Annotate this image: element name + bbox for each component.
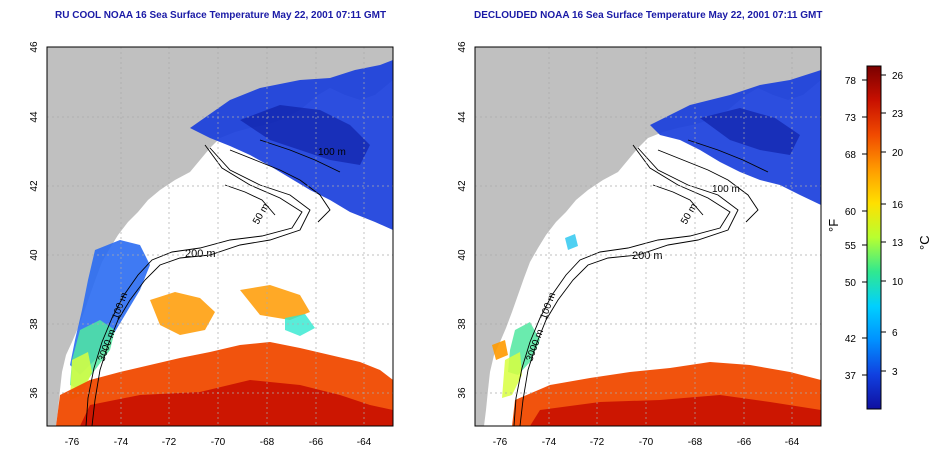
left-y-tick-label: 44 <box>29 111 40 123</box>
left-x-tick-label: -66 <box>309 437 324 448</box>
fahrenheit-tick-label: 60 <box>845 207 857 218</box>
left-grid-lines <box>47 47 393 426</box>
fahrenheit-tick-label: 68 <box>845 150 857 161</box>
right-land-mass <box>475 47 821 426</box>
right-y-tick-label: 46 <box>457 41 468 53</box>
left-scattered-warm-patches <box>150 285 310 335</box>
fahrenheit-tick-label: 42 <box>845 334 857 345</box>
right-map-frame <box>474 46 822 427</box>
celsius-tick-label: 20 <box>892 148 904 159</box>
left-y-tick-label: 38 <box>29 318 40 330</box>
left-y-tick-label: 46 <box>29 41 40 53</box>
right-y-tick-label: 36 <box>457 387 468 399</box>
right-y-tick-label: 40 <box>457 249 468 261</box>
right-grid-lines <box>475 47 821 426</box>
celsius-tick-label: 3 <box>892 367 898 378</box>
right-map-panel: 200 m 50 m 100 m 100 m 3000 m <box>475 47 821 426</box>
left-y-tick-label: 36 <box>29 387 40 399</box>
left-x-tick-label: -64 <box>357 437 372 448</box>
left-cold-water-core <box>240 105 370 165</box>
fahrenheit-tick-label: 55 <box>845 241 857 252</box>
celsius-tick-label: 13 <box>892 238 904 249</box>
left-cyan-patch <box>285 314 315 336</box>
right-x-tick-label: -70 <box>639 437 654 448</box>
right-cyan-fragment <box>565 234 578 250</box>
left-land-mass <box>47 47 393 426</box>
left-x-tick-label: -72 <box>162 437 177 448</box>
fahrenheit-tick-label: 73 <box>845 113 857 124</box>
left-hot-core <box>80 380 393 426</box>
celsius-tick-label: 16 <box>892 200 904 211</box>
celsius-tick-label: 26 <box>892 71 904 82</box>
left-x-tick-label: -70 <box>211 437 226 448</box>
fahrenheit-tick-label: 37 <box>845 371 857 382</box>
celsius-tick-label: 23 <box>892 109 904 120</box>
right-x-tick-label: -64 <box>785 437 800 448</box>
right-x-tick-label: -66 <box>737 437 752 448</box>
fahrenheit-tick-label: 78 <box>845 76 857 87</box>
axis-tick-labels: -76 -74 -72 -70 -68 -66 -64 46 44 42 40 38 36 -76 -74 -… <box>29 41 800 448</box>
right-y-tick-label: 42 <box>457 180 468 192</box>
left-bathymetry-contours <box>85 139 341 426</box>
right-coastal-orange-spot <box>492 340 508 360</box>
left-map-frame <box>46 46 394 427</box>
colorbar <box>866 65 882 410</box>
right-contour-label-100m-a: 100 m <box>712 184 740 195</box>
celsius-tick-label: 6 <box>892 328 898 339</box>
right-bathymetry-contours <box>513 139 769 426</box>
left-x-tick-label: -68 <box>260 437 275 448</box>
right-x-tick-label: -68 <box>688 437 703 448</box>
fahrenheit-tick-label: 50 <box>845 278 857 289</box>
right-cold-water-core <box>700 108 800 155</box>
left-map-panel: 200 m 50 m 100 m 100 m 3000 m <box>47 47 393 426</box>
right-y-tick-label: 44 <box>457 111 468 123</box>
right-x-tick-label: -74 <box>542 437 557 448</box>
right-y-tick-label: 38 <box>457 318 468 330</box>
celsius-unit-label: °C <box>917 235 932 250</box>
right-panel-title: DECLOUDED NOAA 16 Sea Surface Temperatur… <box>474 10 823 21</box>
right-x-tick-label: -72 <box>590 437 605 448</box>
right-hot-core <box>530 395 821 426</box>
colorbar-ticks: 78 73 68 60 55 50 42 37 26 23 20 16 13 10 6 3 <box>845 71 904 382</box>
right-coastal-yellow-band <box>502 352 522 398</box>
left-y-tick-label: 40 <box>29 249 40 261</box>
right-contour-label-200m: 200 m <box>632 250 663 262</box>
left-contour-label-200m: 200 m <box>185 248 216 260</box>
celsius-tick-label: 10 <box>892 277 904 288</box>
left-contour-label-100m-a: 100 m <box>318 147 346 158</box>
left-x-tick-label: -76 <box>65 437 80 448</box>
left-panel-title: RU COOL NOAA 16 Sea Surface Temperature … <box>55 10 387 21</box>
fahrenheit-unit-label: °F <box>826 218 841 232</box>
left-x-tick-label: -74 <box>114 437 129 448</box>
right-x-tick-label: -76 <box>493 437 508 448</box>
left-y-tick-label: 42 <box>29 180 40 192</box>
